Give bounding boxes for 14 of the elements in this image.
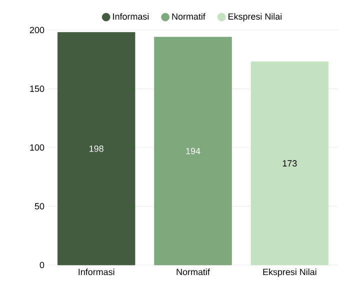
x-tick-label: Normatif (176, 268, 210, 276)
data-label: 173 (282, 160, 297, 167)
x-tick-label: Ekspresi Nilai (263, 268, 316, 277)
legend-label: Ekspresi Nilai (228, 13, 282, 22)
y-tick-label: 200 (30, 26, 44, 34)
y-tick-label: 150 (30, 86, 44, 92)
data-label: 194 (186, 148, 200, 154)
legend-label: Normatif (172, 13, 206, 20)
x-tick-label: Informasi (78, 268, 114, 276)
y-tick-label: 0 (40, 262, 44, 268)
y-tick-label: 50 (34, 203, 44, 210)
y-tick-label: 100 (30, 144, 44, 151)
legend-label: Informasi (113, 13, 149, 20)
data-label: 198 (90, 145, 104, 152)
